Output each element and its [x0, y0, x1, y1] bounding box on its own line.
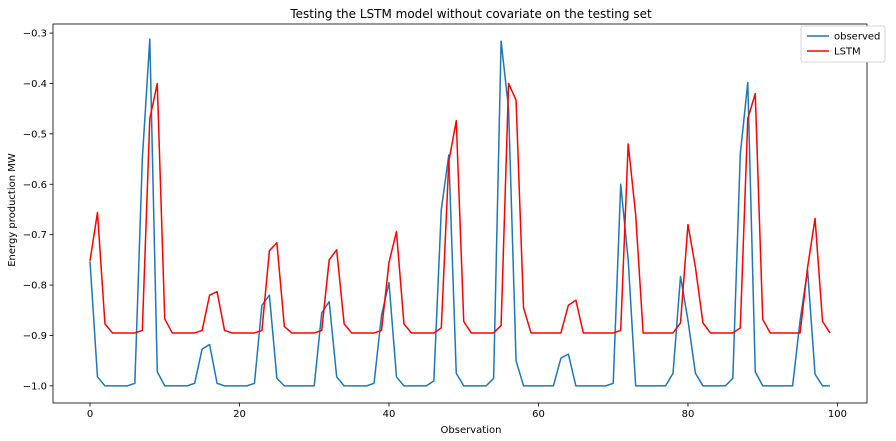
x-tick-label: 0: [87, 409, 93, 420]
x-tick-label: 40: [383, 409, 396, 420]
x-tick-label: 100: [828, 409, 847, 420]
plot-area: [52, 23, 868, 404]
y-tick-label: −0.4: [23, 79, 47, 90]
series-layer: [89, 38, 831, 387]
chart-title: Testing the LSTM model without covariate…: [289, 7, 652, 21]
x-tick-label: 80: [682, 409, 695, 420]
y-tick-label: −1.0: [23, 381, 47, 392]
y-tick-label: −0.5: [23, 129, 47, 140]
legend-label-lstm: LSTM: [834, 47, 861, 58]
x-tick-label: 60: [532, 409, 545, 420]
legend: observed LSTM: [800, 25, 886, 63]
y-tick-label: −0.6: [23, 180, 47, 191]
plot-frame: [52, 23, 868, 404]
y-tick-label: −0.7: [23, 230, 47, 241]
x-tick-label: 20: [233, 409, 246, 420]
y-tick-label: −0.3: [23, 29, 47, 40]
y-axis: −1.0 −0.9 −0.8 −0.7 −0.6 −0.5 −0.4 −0.3: [23, 29, 53, 392]
x-axis-label: Observation: [441, 425, 502, 436]
y-axis-label: Energy production MW: [7, 153, 18, 267]
legend-label-observed: observed: [834, 32, 880, 43]
legend-box: [800, 25, 886, 63]
y-tick-label: −0.9: [23, 331, 47, 342]
series-line-observed: [89, 38, 830, 387]
y-tick-label: −0.8: [23, 281, 47, 292]
series-line-lstm: [89, 82, 831, 334]
x-axis: 0 20 40 60 80 100: [87, 403, 847, 420]
